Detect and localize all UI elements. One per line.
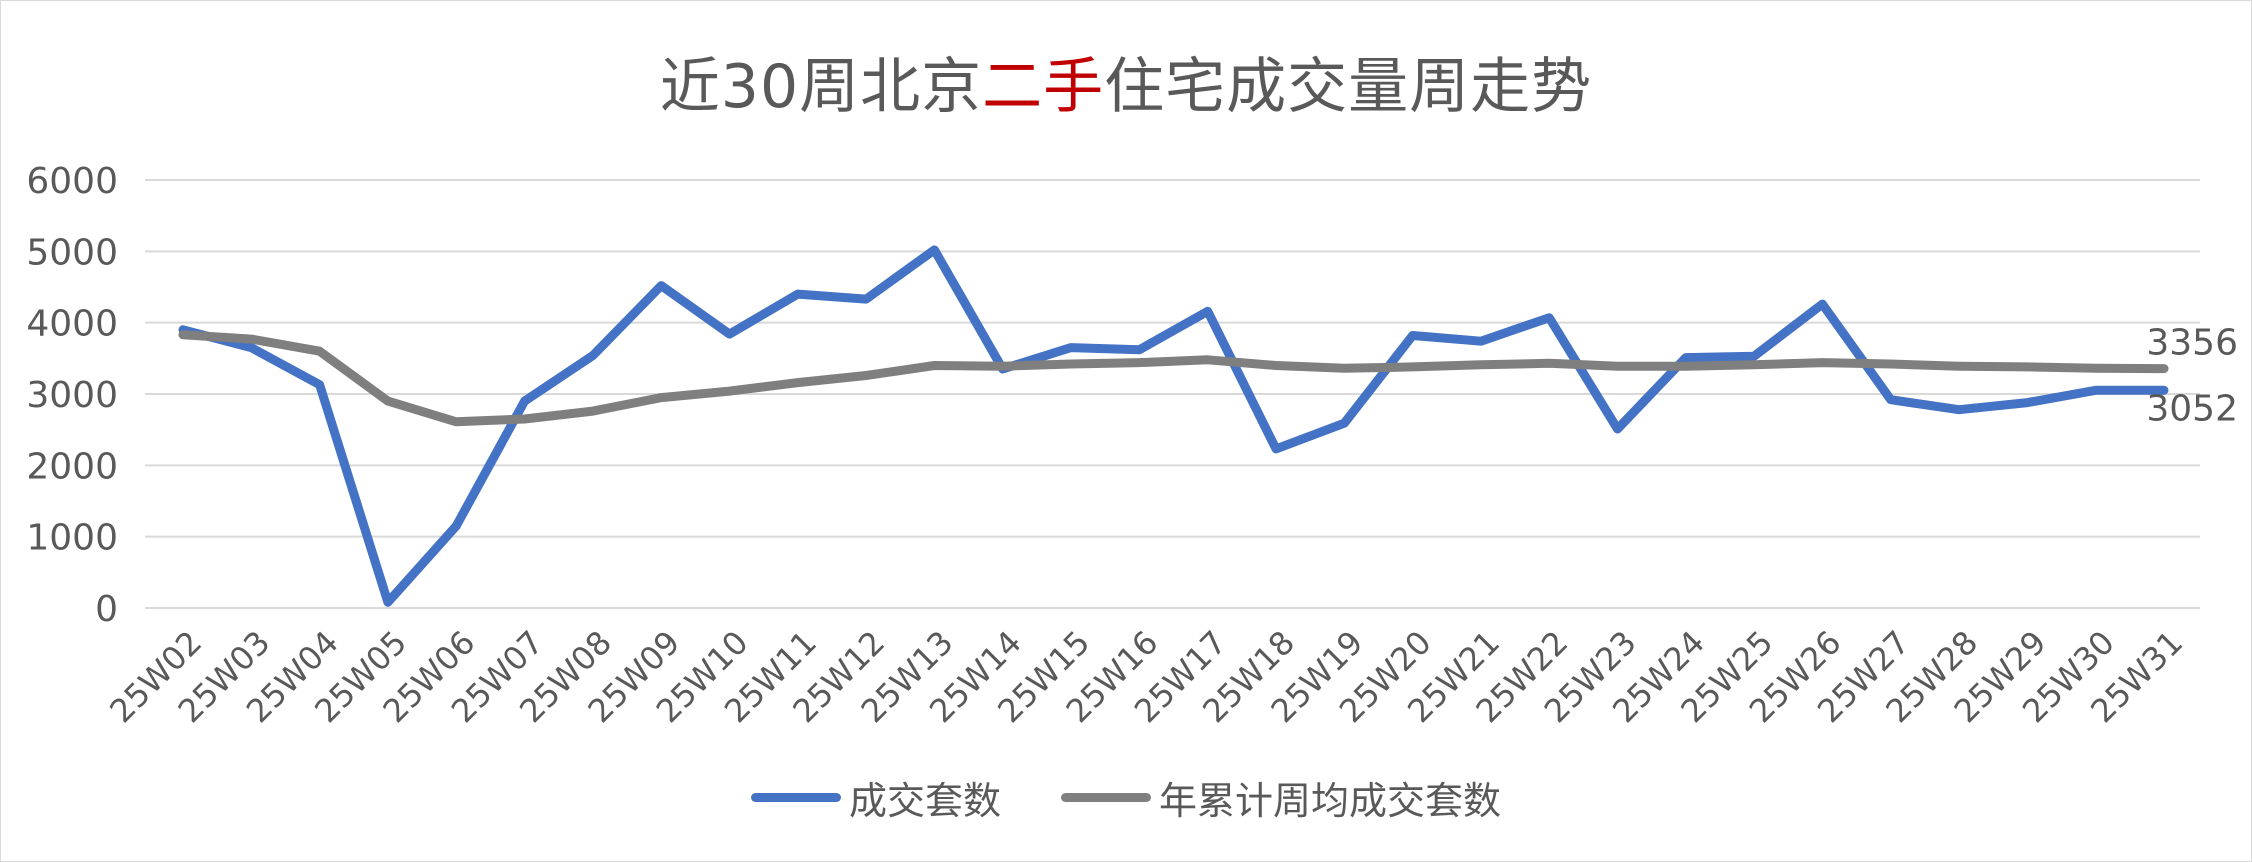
end-labels: 3356 3052 [2146,323,2238,430]
chart-title-part1: 近30周北京 [659,52,983,122]
chart-title: 近30周北京二手住宅成交量周走势 [0,38,2252,125]
chart-title-part2: 住宅成交量周走势 [1104,52,1593,122]
legend-item-blue[interactable]: 成交套数 [750,770,1001,825]
y-tick-label: 4000 [26,304,118,345]
y-tick-label: 5000 [26,232,118,273]
legend-label-blue: 成交套数 [848,779,1001,823]
series-lines [178,245,2169,607]
y-tick-label: 0 [95,589,118,630]
end-label-1: 3052 [2146,388,2238,429]
x-axis-ticks: 25W0225W0325W0425W0525W0625W0725W0825W09… [102,623,2190,730]
chart-title-accent: 二手 [982,52,1105,122]
legend-label-gray: 年累计周均成交套数 [1159,779,1502,823]
y-tick-label: 2000 [26,446,118,487]
y-tick-label: 3000 [26,375,118,416]
y-tick-label: 1000 [26,518,118,559]
series-line-0[interactable] [178,245,2169,607]
series-line-1[interactable] [178,330,2169,427]
y-tick-label: 6000 [26,161,118,202]
legend-item-gray[interactable]: 年累计周均成交套数 [1061,770,1501,825]
legend-swatch-blue [750,793,841,802]
y-axis-ticks: 0 1000 2000 3000 4000 5000 6000 [26,161,118,630]
end-label-0: 3356 [2146,323,2238,364]
legend-swatch-gray [1061,793,1151,802]
legend: 成交套数 年累计周均成交套数 [0,770,2252,825]
